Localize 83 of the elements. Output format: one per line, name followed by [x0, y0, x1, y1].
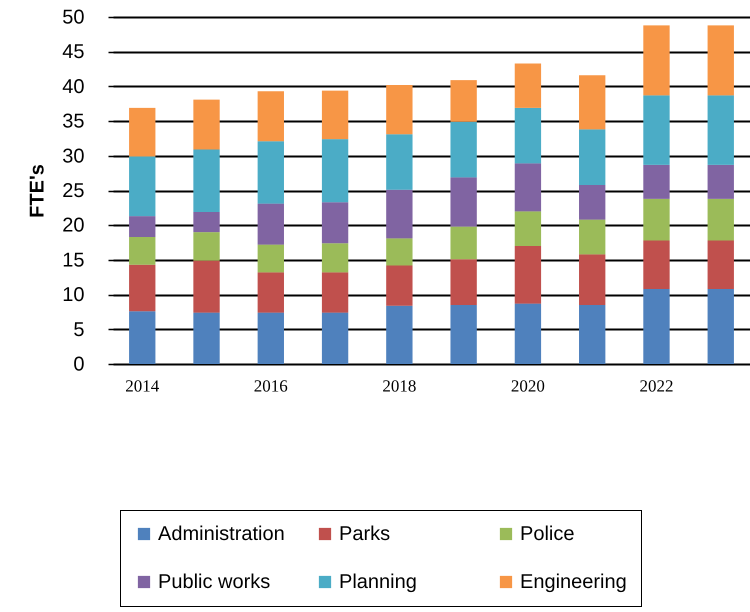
bar: [514, 211, 542, 246]
bar: [579, 75, 606, 130]
x-tick-label: 2022: [639, 376, 674, 396]
bar: [643, 289, 670, 364]
bar: [514, 304, 542, 364]
y-tick-label: 20: [62, 214, 84, 237]
bar: [258, 204, 284, 245]
bar: [708, 25, 734, 96]
legend-label: Public works: [158, 571, 270, 593]
bar: [322, 139, 348, 202]
bar: [514, 246, 542, 304]
bar: [643, 25, 670, 96]
legend-label: Administration: [158, 523, 285, 545]
bar: [322, 272, 348, 313]
bar: [386, 134, 413, 190]
bar: [579, 305, 606, 364]
bar: [450, 305, 477, 364]
legend-label: Planning: [339, 571, 417, 593]
y-tick-label: 50: [62, 6, 84, 28]
bar: [450, 177, 477, 227]
x-tick-label: 2014: [125, 376, 160, 396]
bar: [322, 202, 348, 244]
y-tick-label: 15: [62, 249, 84, 272]
bar: [514, 163, 542, 212]
bar: [193, 100, 220, 150]
bar: [708, 198, 734, 240]
bar: [258, 272, 284, 313]
bar: [193, 212, 220, 232]
bar: [708, 289, 734, 364]
bar: [450, 122, 477, 178]
bar: [129, 237, 156, 265]
x-tick-label: 2016: [254, 376, 288, 396]
bar: [193, 150, 220, 212]
bar: [708, 240, 734, 290]
y-tick-label: 5: [73, 318, 84, 341]
bar: [708, 164, 734, 199]
bar: [386, 85, 413, 134]
bar: [258, 91, 284, 142]
y-tick-label: 25: [62, 180, 84, 202]
bar: [643, 240, 670, 290]
bar: [193, 260, 220, 313]
y-tick-label: 35: [62, 110, 84, 133]
y-tick-label: 30: [62, 145, 84, 168]
y-axis-title: FTE's: [26, 164, 48, 218]
bar: [579, 184, 606, 220]
bar: [579, 220, 606, 254]
bar: [643, 198, 670, 240]
bar: [643, 164, 670, 199]
y-tick-label: 10: [62, 284, 84, 306]
bar: [450, 226, 477, 260]
bar: [322, 312, 348, 364]
bar: [708, 95, 734, 165]
bar: [258, 312, 284, 364]
bar: [193, 232, 220, 261]
legend-label: Police: [520, 523, 574, 545]
bar: [129, 311, 156, 364]
bar: [129, 108, 156, 156]
bar: [450, 80, 477, 122]
bar: [386, 238, 413, 266]
legend-label: Parks: [339, 523, 390, 545]
bar: [514, 64, 542, 108]
bar: [193, 312, 220, 364]
bar: [450, 259, 477, 306]
bar: [386, 265, 413, 306]
legend-label: Engineering: [520, 571, 627, 593]
bar: [258, 141, 284, 204]
x-tick-label: 2018: [382, 376, 416, 396]
bar: [129, 156, 156, 216]
bar: [129, 216, 156, 237]
bar: [579, 129, 606, 185]
x-tick-label: 2020: [510, 376, 545, 396]
bar: [579, 254, 606, 306]
bar: [386, 190, 413, 238]
bar: [258, 244, 284, 272]
bar: [386, 306, 413, 364]
y-tick-label: 0: [73, 354, 84, 376]
y-tick-label: 45: [62, 41, 84, 64]
bar: [514, 108, 542, 164]
bar: [322, 243, 348, 272]
bar: [322, 90, 348, 140]
bar: [129, 264, 156, 312]
bar: [643, 95, 670, 165]
y-tick-label: 40: [62, 76, 84, 98]
